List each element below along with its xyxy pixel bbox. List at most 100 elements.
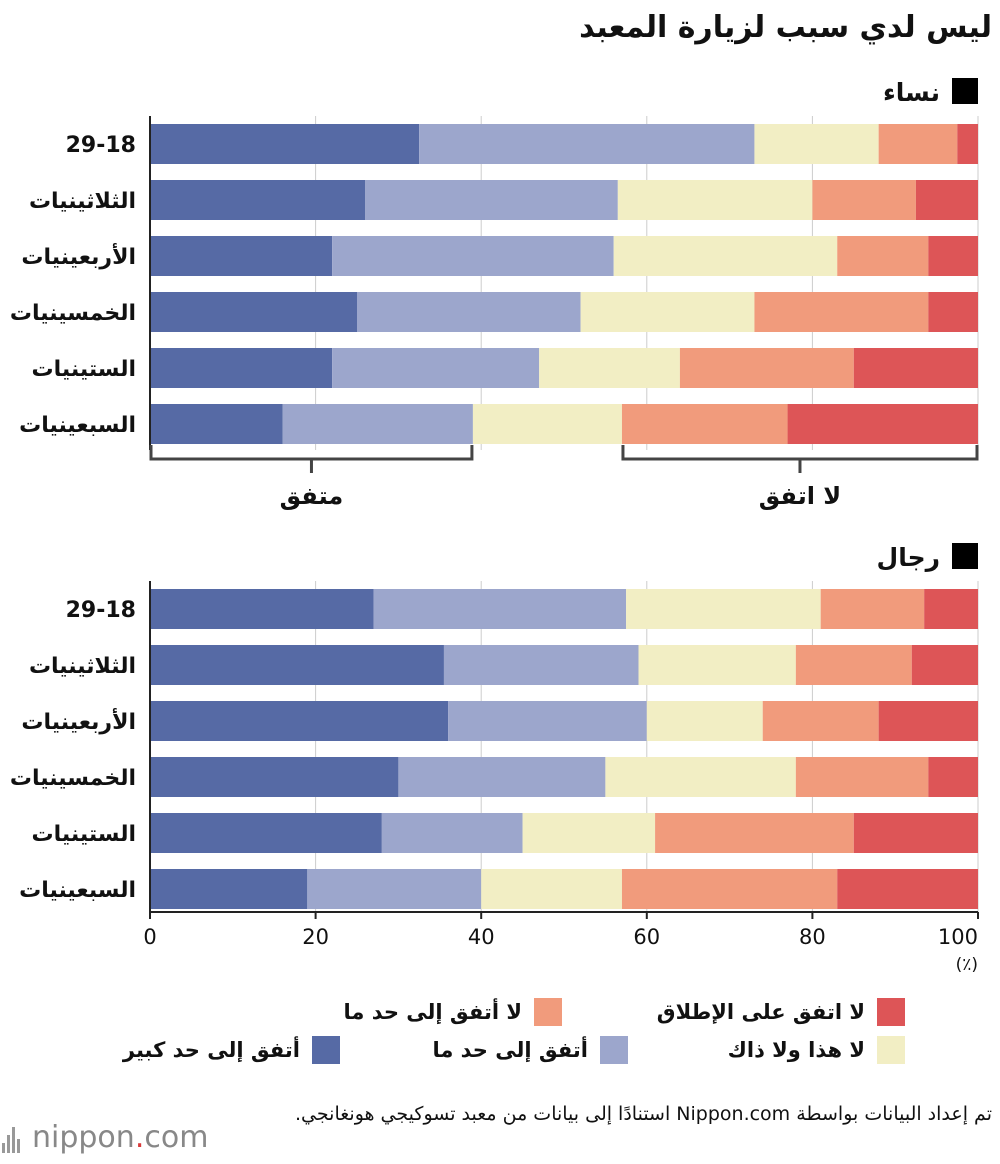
- bar-segment: [150, 701, 449, 741]
- bar-segment: [837, 869, 978, 909]
- source-note: تم إعداد البيانات بواسطة Nippon.com استن…: [295, 1103, 992, 1125]
- bar-segment: [150, 348, 333, 388]
- bar-segment: [381, 813, 523, 853]
- bar-segment: [754, 292, 929, 332]
- legend-item-neutral: لا هذا ولا ذاك: [728, 1034, 905, 1066]
- bar-segment: [878, 701, 978, 741]
- bar-segment: [373, 589, 627, 629]
- bar-segment: [754, 124, 879, 164]
- category-label: 29-18: [66, 133, 136, 158]
- x-tick-label: 40: [468, 925, 495, 949]
- category-label: الثلاثينيات: [29, 189, 136, 214]
- logo-text: nippon: [32, 1120, 135, 1155]
- bracket-label: متفق: [280, 482, 344, 510]
- bar-segment: [398, 757, 606, 797]
- bar-segment: [621, 869, 838, 909]
- bar-segment: [646, 701, 763, 741]
- bar-segment: [472, 404, 622, 444]
- x-unit-label: (٪): [956, 955, 978, 975]
- bar-segment: [150, 813, 382, 853]
- x-tick-label: 80: [799, 925, 826, 949]
- bar-segment: [915, 180, 978, 220]
- bar-segment: [365, 180, 618, 220]
- bar-segment: [812, 180, 916, 220]
- x-tick-label: 0: [143, 925, 156, 949]
- bar-segment: [617, 180, 813, 220]
- bar-segment: [621, 404, 788, 444]
- panel-marker-square: [952, 78, 978, 104]
- category-label: الأربعينيات: [21, 242, 136, 270]
- legend-label: أتفق إلى حد كبير: [122, 1038, 300, 1062]
- category-label: السبعينيات: [19, 413, 136, 438]
- bar-segment: [853, 813, 978, 853]
- bar-segment: [928, 757, 978, 797]
- bar-segment: [795, 645, 912, 685]
- bracket: [621, 445, 979, 461]
- bar-segment: [613, 236, 838, 276]
- bar-segment: [638, 645, 796, 685]
- bar-segment: [762, 701, 879, 741]
- legend-item-strongly-disagree: لا اتفق على الإطلاق: [657, 996, 905, 1028]
- logo-dot: .: [134, 1120, 145, 1155]
- logo-suffix: com: [144, 1120, 209, 1155]
- bar-segment: [481, 869, 622, 909]
- bar-segment: [357, 292, 581, 332]
- bracket: [149, 445, 474, 461]
- bar-segment: [820, 589, 925, 629]
- legend-swatch: [600, 1036, 628, 1064]
- bar-segment: [924, 589, 978, 629]
- legend-label: لا هذا ولا ذاك: [727, 1038, 865, 1062]
- legend: لا اتفق على الإطلاق لا أتفق إلى حد ما لا…: [0, 990, 1000, 1070]
- panel-title: رجال: [877, 543, 941, 572]
- bar-segment: [282, 404, 473, 444]
- bracket-label: لا اتفق: [759, 482, 841, 510]
- bar-segment: [539, 348, 680, 388]
- legend-item-strongly-agree: أتفق إلى حد كبير: [123, 1034, 340, 1066]
- bar-segment: [911, 645, 978, 685]
- legend-swatch: [534, 998, 562, 1026]
- legend-swatch: [877, 998, 905, 1026]
- bar-segment: [150, 869, 308, 909]
- category-label: 29-18: [66, 598, 136, 623]
- bar-segment: [928, 236, 978, 276]
- x-tick-label: 20: [302, 925, 329, 949]
- bar-segment: [419, 124, 755, 164]
- legend-label: لا اتفق على الإطلاق: [656, 1000, 865, 1024]
- bar-segment: [150, 124, 420, 164]
- bar-segment: [655, 813, 854, 853]
- category-label: الخمسينيات: [10, 301, 136, 326]
- category-label: الثلاثينيات: [29, 654, 136, 679]
- bar-segment: [795, 757, 929, 797]
- bar-segment: [150, 292, 357, 332]
- bar-segment: [679, 348, 854, 388]
- category-label: الأربعينيات: [21, 707, 136, 735]
- bar-segment: [928, 292, 978, 332]
- legend-swatch: [877, 1036, 905, 1064]
- bar-segment: [307, 869, 482, 909]
- bar-segment: [580, 292, 755, 332]
- legend-label: لا أتفق إلى حد ما: [343, 1000, 523, 1024]
- stacked-bar-chart: نساء 29-18 الثلاثينيات الأربعينيات الخمسينيا…: [10, 78, 979, 975]
- bar-segment: [332, 236, 614, 276]
- bar-segment: [150, 180, 366, 220]
- category-label: الخمسينيات: [10, 766, 136, 791]
- bar-segment: [150, 757, 399, 797]
- bar-segment: [626, 589, 821, 629]
- bar-segment: [837, 236, 929, 276]
- bar-segment: [150, 645, 444, 685]
- bar-segment: [150, 236, 333, 276]
- bar-segment: [332, 348, 540, 388]
- bar-segment: [150, 404, 283, 444]
- bar-segment: [853, 348, 978, 388]
- category-label: السبعينيات: [19, 878, 136, 903]
- nippon-logo: nippon. com: [2, 1120, 208, 1155]
- logo-bars-icon: [2, 1123, 24, 1153]
- bar-segment: [957, 124, 978, 164]
- bar-segment: [448, 701, 647, 741]
- bar-segment: [522, 813, 656, 853]
- category-label: الستينيات: [32, 822, 136, 847]
- bar-segment: [443, 645, 639, 685]
- panel-title: نساء: [883, 78, 940, 107]
- legend-label: أتفق إلى حد ما: [432, 1038, 588, 1062]
- legend-item-somewhat-agree: أتفق إلى حد ما: [432, 1034, 628, 1066]
